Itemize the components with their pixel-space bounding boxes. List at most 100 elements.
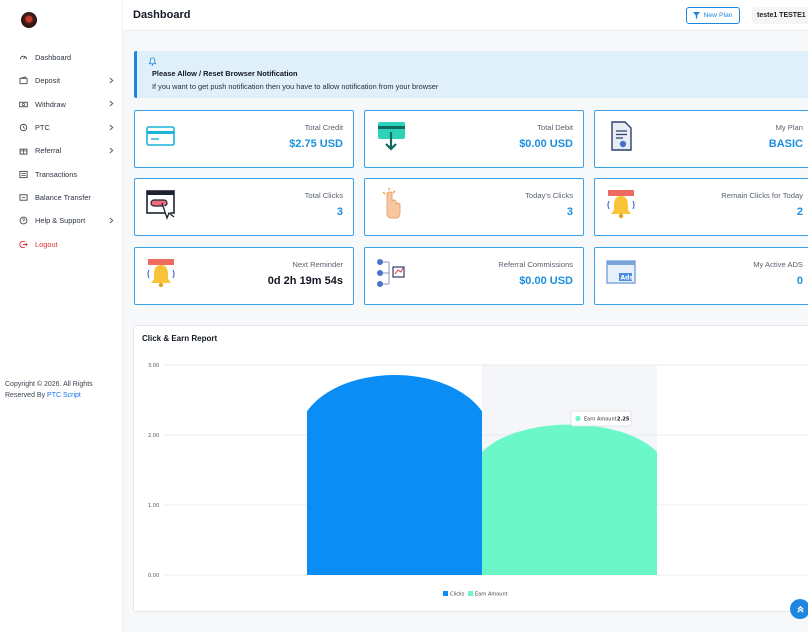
y-tick-label: 3.00 — [148, 363, 159, 369]
sidebar-item-label: Deposit — [35, 76, 61, 86]
new-plan-label: New Plan — [703, 12, 733, 19]
click-window-icon — [145, 188, 177, 220]
stat-card-my-active-ads: Ads My Active ADS 0 — [594, 247, 808, 305]
double-chevron-up-icon — [796, 605, 804, 613]
stat-card-referral-commissions: Referral Commissions $0.00 USD — [364, 247, 584, 305]
stat-value: 0 — [796, 275, 803, 287]
sidebar-item-label: Balance Transfer — [35, 192, 91, 202]
stat-label: My Plan — [775, 123, 803, 132]
help-icon — [19, 216, 28, 225]
sidebar-item-label: Referral — [35, 146, 62, 156]
alarm-bell-icon — [605, 188, 637, 220]
stat-value: $0.00 USD — [519, 275, 573, 287]
credit-card-icon — [145, 120, 177, 152]
svg-text:Ads: Ads — [621, 275, 634, 282]
sidebar-item-transactions[interactable]: Transactions — [0, 162, 123, 185]
copyright-text: Copyright © 2026. All Rights Reserved By — [5, 381, 93, 399]
stat-label: Today's Clicks — [525, 191, 573, 200]
ads-icon: Ads — [605, 257, 637, 289]
document-icon — [605, 120, 637, 152]
sidebar-item-label: Logout — [35, 239, 58, 249]
referral-network-icon — [375, 257, 407, 289]
sidebar-nav: Dashboard Deposit Withdraw PTC Referral Trans… — [0, 46, 123, 256]
stat-card-my-plan: My Plan BASIC — [594, 110, 808, 168]
stat-label: Total Clicks — [304, 191, 343, 200]
new-plan-button[interactable]: New Plan — [686, 7, 740, 24]
series-area-earn-amount — [482, 424, 657, 575]
sidebar-item-referral[interactable]: Referral — [0, 139, 123, 162]
stat-card-today-s-clicks: Today's Clicks 3 — [364, 178, 584, 236]
stat-label: My Active ADS — [753, 260, 803, 269]
legend-swatch — [468, 591, 473, 596]
filter-icon — [693, 12, 701, 19]
legend-label: Clicks — [450, 592, 465, 598]
bell-icon — [148, 57, 157, 66]
chart-tooltip — [570, 410, 632, 427]
sidebar: Dashboard Deposit Withdraw PTC Referral Trans… — [0, 0, 123, 632]
chevron-right-icon — [109, 100, 115, 108]
sidebar-item-label: PTC — [35, 123, 50, 133]
stat-card-total-credit: Total Credit $2.75 USD — [134, 110, 354, 168]
chevron-right-icon — [109, 124, 115, 132]
stat-card-total-clicks: Total Clicks 3 — [134, 178, 354, 236]
tap-hand-icon — [375, 188, 407, 220]
stat-value: 0d 2h 19m 54s — [267, 275, 343, 287]
stat-card-remain-clicks-for-today: Remain Clicks for Today 2 — [594, 178, 808, 236]
sidebar-item-deposit[interactable]: Deposit — [0, 69, 123, 92]
copyright-link[interactable]: PTC Script — [47, 391, 81, 399]
stat-value: 3 — [336, 206, 343, 218]
sidebar-item-withdraw[interactable]: Withdraw — [0, 93, 123, 116]
stat-value: $2.75 USD — [289, 138, 343, 150]
legend-label: Earn Amount — [475, 592, 508, 598]
transfer-icon — [19, 193, 28, 202]
stat-label: Remain Clicks for Today — [721, 191, 803, 200]
chart-title: Click & Earn Report — [142, 334, 218, 343]
y-tick-label: 1.00 — [148, 503, 159, 509]
reminder-bell-icon — [145, 257, 177, 289]
y-tick-label: 2.00 — [148, 433, 159, 439]
chevron-right-icon — [109, 147, 115, 155]
stat-label: Total Debit — [537, 123, 573, 132]
page-title: Dashboard — [133, 9, 191, 21]
tooltip-label: Earn Amount — [584, 417, 617, 423]
series-area-clicks — [307, 375, 482, 575]
stat-card-total-debit: Total Debit $0.00 USD — [364, 110, 584, 168]
alert-text: If you want to get push notification the… — [152, 82, 439, 91]
notification-alert: Please Allow / Reset Browser Notificatio… — [134, 51, 808, 98]
chart-card: Click & Earn Report 0.00 1.00 2.00 3.00 Earn… — [133, 325, 808, 612]
y-tick-label: 0.00 — [148, 573, 159, 579]
copyright: Copyright © 2026. All Rights Reserved By… — [5, 380, 117, 401]
tooltip-marker — [575, 415, 581, 422]
stat-label: Next Reminder — [292, 260, 343, 269]
user-name: teste1 TESTE1 — [757, 12, 806, 19]
legend-swatch — [443, 591, 448, 596]
stat-value: 2 — [796, 206, 803, 218]
sidebar-item-help-support[interactable]: Help & Support — [0, 209, 123, 232]
gift-icon — [19, 146, 28, 155]
stat-value: BASIC — [768, 138, 803, 150]
sidebar-item-label: Withdraw — [35, 99, 66, 109]
user-menu[interactable]: teste1 TESTE1 — [752, 7, 808, 24]
list-icon — [19, 170, 28, 179]
stat-card-next-reminder: Next Reminder 0d 2h 19m 54s — [134, 247, 354, 305]
stat-value: $0.00 USD — [519, 138, 573, 150]
sidebar-item-label: Transactions — [35, 169, 78, 179]
debit-card-icon — [375, 120, 407, 152]
scroll-top-button[interactable] — [790, 599, 808, 619]
chevron-right-icon — [109, 217, 115, 225]
topbar: Dashboard New Plan teste1 TESTE1 — [123, 0, 808, 31]
sidebar-item-dashboard[interactable]: Dashboard — [0, 46, 123, 69]
stat-label: Total Credit — [304, 123, 343, 132]
sidebar-item-label: Help & Support — [35, 216, 86, 226]
sidebar-item-logout[interactable]: Logout — [0, 232, 123, 255]
cursor-icon — [19, 123, 28, 132]
tooltip-value: 2.25 — [617, 417, 630, 423]
cash-icon — [19, 100, 28, 109]
sidebar-item-balance-transfer[interactable]: Balance Transfer — [0, 186, 123, 209]
site-logo[interactable] — [21, 12, 37, 28]
stat-label: Referral Commissions — [498, 260, 573, 269]
stat-value: 3 — [566, 206, 573, 218]
sidebar-item-ptc[interactable]: PTC — [0, 116, 123, 139]
logout-icon — [19, 240, 28, 249]
